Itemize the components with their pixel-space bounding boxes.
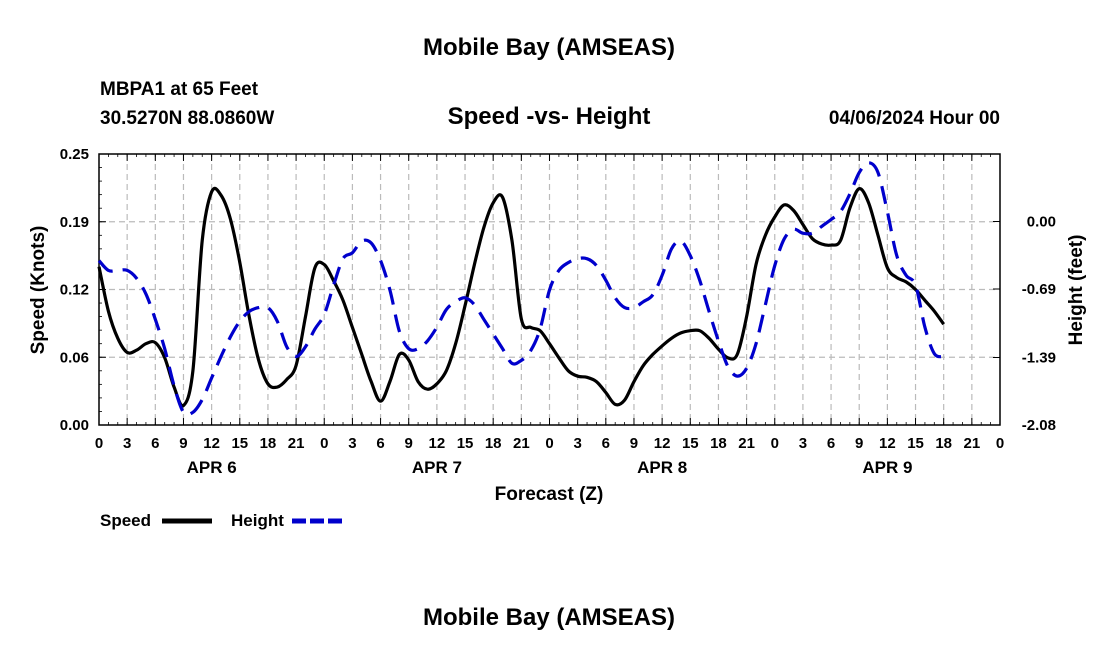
day-label: APR 6 [187,458,237,477]
x-tick-label: 12 [879,435,896,452]
x-tick-label: 3 [348,435,356,452]
main-title: Mobile Bay (AMSEAS) [423,34,675,61]
x-tick-label: 0 [95,435,103,452]
x-tick-label: 18 [485,435,502,452]
legend-speed-label: Speed [100,511,151,530]
x-axis-ticks: 0 3 6 9 12 15 18 21 0 3 6 9 12 15 18 21 0 3 6 9 12 15 18 21 0 3 6 9… [95,154,1004,452]
left-axis-ticks: 0.00 0.06 0.12 0.19 0.25 [60,146,106,434]
x-tick-label: 0 [771,435,779,452]
day-label: APR 9 [862,458,912,477]
height-series-line [97,161,945,417]
x-tick-label: 0 [545,435,553,452]
station-coords: 30.5270N 88.0860W [100,108,274,129]
x-tick-label: 0 [320,435,328,452]
right-tick-label: -1.39 [1022,349,1056,366]
x-tick-label: 9 [405,435,413,452]
right-axis-title: Height (feet) [1066,235,1087,346]
forecast-datetime: 04/06/2024 Hour 00 [829,108,1000,129]
day-label: APR 7 [412,458,462,477]
bottom-title: Mobile Bay (AMSEAS) [423,604,675,631]
x-tick-label: 15 [682,435,699,452]
x-tick-label: 9 [855,435,863,452]
left-axis-title: Speed (Knots) [28,226,49,355]
left-tick-label: 0.12 [60,282,89,299]
legend: Speed Height [100,511,342,530]
right-tick-label: -2.08 [1022,417,1056,434]
x-tick-label: 6 [376,435,384,452]
x-tick-label: 21 [964,435,981,452]
x-tick-label: 18 [710,435,727,452]
x-tick-label: 12 [654,435,671,452]
x-tick-label: 15 [231,435,248,452]
x-tick-label: 15 [907,435,924,452]
x-tick-label: 3 [573,435,581,452]
speed-series-line [97,186,945,408]
x-tick-label: 0 [996,435,1004,452]
right-axis-ticks: -2.08 -1.39 -0.69 0.00 [993,214,1056,434]
x-tick-label: 6 [827,435,835,452]
x-tick-label: 6 [602,435,610,452]
grid-lines [99,154,1000,425]
station-name: MBPA1 at 65 Feet [100,79,259,100]
x-tick-label: 21 [738,435,755,452]
legend-height-label: Height [231,511,284,530]
x-tick-label: 12 [429,435,446,452]
chart-subtitle: Speed -vs- Height [448,103,651,130]
x-tick-label: 3 [123,435,131,452]
x-axis-title: Forecast (Z) [495,484,604,505]
right-tick-label: -0.69 [1022,281,1056,298]
x-tick-label: 9 [179,435,187,452]
left-tick-label: 0.19 [60,214,89,231]
x-tick-label: 12 [203,435,220,452]
x-tick-label: 21 [513,435,530,452]
x-tick-label: 15 [457,435,474,452]
x-tick-label: 9 [630,435,638,452]
series-lines [97,161,945,417]
x-tick-label: 18 [935,435,952,452]
right-tick-label: 0.00 [1027,214,1056,231]
x-tick-label: 18 [260,435,277,452]
x-tick-label: 3 [799,435,807,452]
left-tick-label: 0.06 [60,349,89,366]
left-tick-label: 0.00 [60,417,89,434]
day-label: APR 8 [637,458,687,477]
x-tick-label: 21 [288,435,305,452]
left-tick-label: 0.25 [60,146,89,163]
day-labels: APR 6 APR 7 APR 8 APR 9 [187,458,913,477]
x-tick-label: 6 [151,435,159,452]
